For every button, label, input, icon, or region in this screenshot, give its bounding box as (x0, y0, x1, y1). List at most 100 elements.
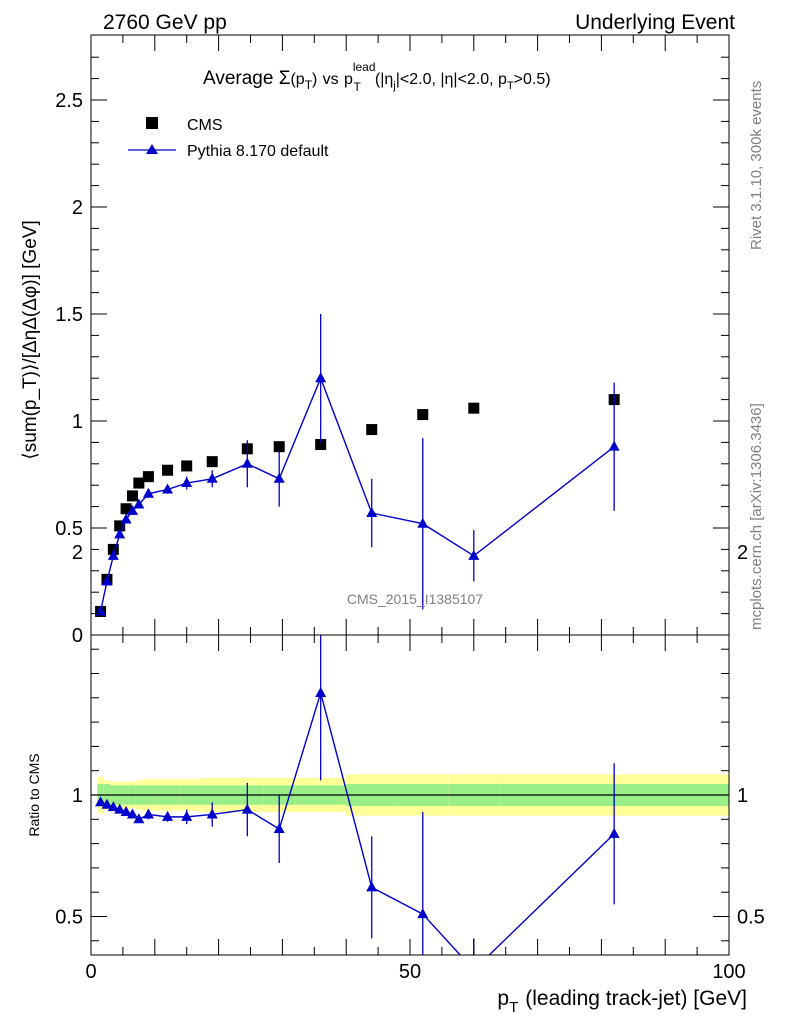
title-lead-sup: lead (353, 60, 376, 74)
ratio-pythia-point (181, 810, 193, 821)
ratio-pythia-point (468, 964, 479, 974)
series-group (95, 314, 620, 974)
header-right: Underlying Event (575, 11, 735, 34)
ratio-pythia-point (315, 686, 327, 697)
main-cms-point (107, 543, 119, 555)
title-pt-open: (p (290, 71, 304, 88)
x-axis-label-rest: (leading track-jet) [GeV] (525, 987, 747, 1010)
y-tick-label-ratio-right: 1 (737, 785, 748, 807)
ratio-plot-frame (90, 634, 730, 956)
y-tick-label-ratio-right: 0.5 (737, 907, 765, 929)
y-tick-label-ratio: 1 (72, 785, 83, 807)
main-cms-point (273, 441, 285, 453)
y-tick-label-main: 0.5 (55, 518, 83, 540)
title-cuts-3: >0.5) (514, 71, 551, 88)
title-cuts-2: |<2.0, |η|<2.0, p (396, 71, 507, 88)
axis-tick-labels: 0 0.5 1 1.5 2 2.5 0.5 0.5 1 1 2 2 0 50 100 (55, 90, 765, 983)
main-cms-point (417, 409, 429, 421)
main-pythia-point (162, 483, 174, 494)
main-pythia-point (126, 504, 138, 515)
main-cms-point (468, 402, 480, 414)
ratio-pythia-point (126, 808, 138, 819)
title-pt-sub: T (305, 78, 313, 92)
y-tick-label-main: 2.5 (55, 90, 83, 112)
title-sigma: Σ (279, 68, 291, 89)
y-tick-label-ratio: 0.5 (55, 907, 83, 929)
title-vs: vs (323, 71, 339, 88)
ratio-pythia-point (162, 810, 174, 821)
legend-pythia-marker (146, 144, 158, 154)
ratio-pythia-point (206, 808, 218, 819)
main-pythia-point (142, 487, 154, 498)
title-p: p (344, 71, 353, 88)
y-tick-label-ratio-right: 2 (737, 542, 748, 564)
main-pythia-line (99, 376, 615, 612)
main-pythia-point (241, 457, 253, 468)
main-pythia-point (206, 472, 218, 483)
y-tick-label-main: 0 (72, 625, 83, 647)
y-tick-label-main: 2 (72, 197, 83, 219)
main-cms-point (133, 477, 145, 489)
main-pythia-point (468, 549, 480, 560)
title-pt-close: ) (312, 71, 317, 88)
title-average: Average (203, 68, 273, 89)
y-axis-label-main: ⟨sum(p_T)⟩/[ΔηΔ(Δφ)] [GeV] (20, 220, 41, 459)
main-pythia-series (95, 314, 620, 616)
side-label-rivet: Rivet 3.1.10, 300k events (748, 81, 765, 250)
ratio-pythia-point (417, 908, 429, 919)
main-cms-point (126, 490, 138, 502)
main-pythia-point (315, 372, 327, 383)
main-cms-point (162, 464, 174, 476)
main-cms-point (206, 456, 218, 468)
main-pythia-point (101, 575, 113, 586)
ratio-pythia-point (241, 803, 253, 814)
main-cms-point (315, 439, 327, 451)
ratio-pythia-point (95, 796, 107, 807)
x-axis-label-sub: T (509, 999, 518, 1016)
main-cms-series (95, 394, 620, 617)
ratio-pythia-point (114, 803, 126, 814)
y-tick-label-main: 1.5 (55, 304, 83, 326)
legend-pythia-label: Pythia 8.170 default (187, 143, 329, 160)
ratio-pythia-point (273, 823, 285, 834)
ratio-pythia-point (101, 798, 113, 809)
ratio-pythia-point (366, 881, 378, 892)
ratio-pythia-point (608, 827, 620, 838)
x-axis-label-p: p (497, 987, 509, 1010)
title-cuts-1: (|η (375, 71, 393, 88)
main-pythia-point (107, 549, 119, 560)
ratio-pythia-point (120, 806, 132, 817)
x-tick-label: 100 (712, 961, 745, 983)
ratio-pythia-line (100, 690, 615, 955)
main-cms-point (181, 460, 193, 472)
main-pythia-point (181, 477, 193, 488)
analysis-id: CMS_2015_I1385107 (347, 591, 483, 607)
title-t2-sub: T (507, 80, 514, 92)
main-pythia-point (95, 605, 107, 616)
main-cms-point (120, 503, 132, 515)
main-pythia-point (120, 513, 132, 524)
y-tick-label-ratio: 2 (72, 542, 83, 564)
ratio-pythia-point (107, 801, 119, 812)
legend-cms-label: CMS (187, 117, 223, 134)
y-tick-label-main: 1 (72, 411, 83, 433)
x-axis-label: pT (leading track-jet) [GeV] (497, 987, 747, 1016)
main-pythia-point (114, 528, 126, 539)
x-tick-label: 0 (85, 961, 96, 983)
title-j-sub: j (392, 80, 395, 92)
ratio-pythia-point (142, 808, 154, 819)
main-pythia-point (273, 472, 285, 483)
x-tick-label: 50 (399, 961, 421, 983)
legend-cms-marker (146, 117, 158, 129)
ratio-pythia-point (133, 813, 145, 824)
plot-title: Average Σ(pT) vs plead T (|ηj|<2.0, |η|<2.… (203, 60, 551, 94)
main-pythia-point (366, 507, 378, 518)
main-pythia-point (133, 498, 145, 509)
side-label-mcplots: mcplots.cern.ch [arXiv:1306.3436] (748, 403, 765, 630)
header-left: 2760 GeV pp (103, 11, 227, 34)
main-cms-point (366, 424, 378, 436)
y-axis-label-ratio: Ratio to CMS (26, 753, 42, 836)
main-cms-point (142, 471, 154, 483)
main-cms-point (114, 520, 126, 532)
